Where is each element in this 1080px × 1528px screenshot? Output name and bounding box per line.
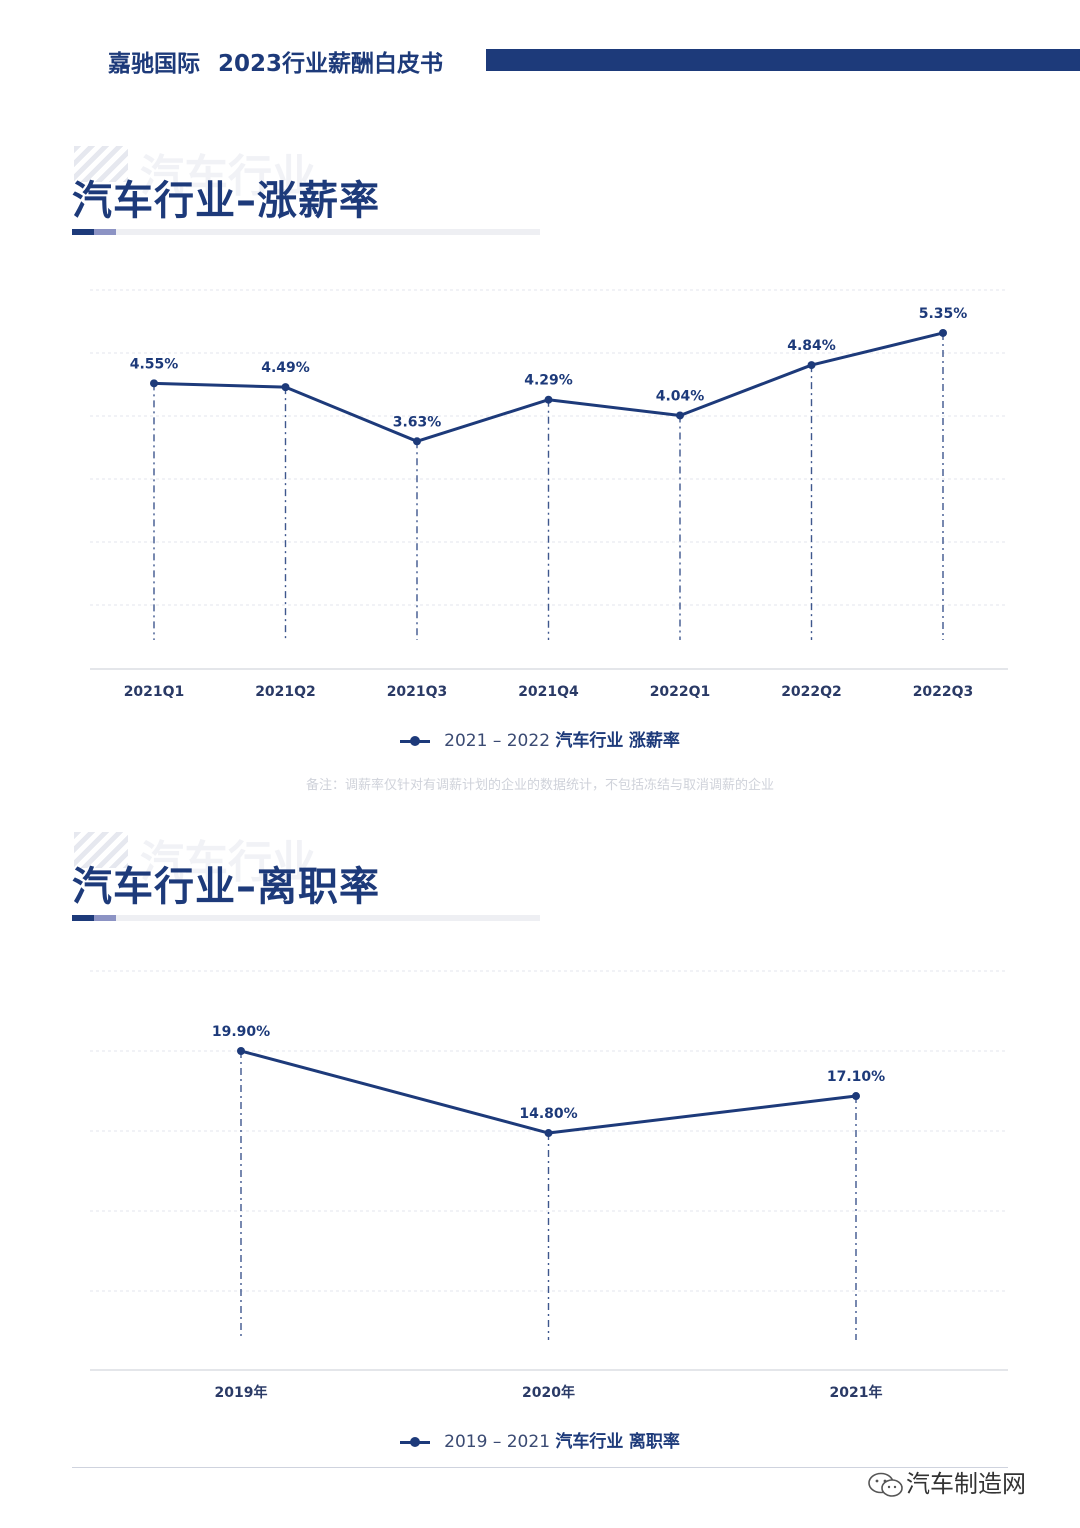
data-label: 4.84% [787, 338, 836, 354]
legend-range: 2019 – 2021 [444, 1432, 551, 1452]
legend-line-marker [400, 736, 431, 746]
data-point [544, 395, 553, 404]
header-brand: 嘉驰国际 [108, 51, 200, 77]
x-tick-label: 2022Q2 [781, 684, 842, 700]
legend-metric: 涨薪率 [628, 731, 680, 751]
data-label: 5.35% [919, 306, 968, 322]
data-point [413, 437, 421, 446]
footer-logo: 汽车制造网 [866, 1464, 1026, 1499]
header-report-title: 2023行业薪酬白皮书 [218, 51, 444, 77]
x-tick-label: 2021Q4 [518, 684, 579, 700]
data-label: 14.80% [519, 1106, 577, 1122]
data-label: 4.29% [524, 373, 573, 389]
data-label: 19.90% [212, 1024, 270, 1040]
x-tick-label: 2020年 [522, 1384, 575, 1401]
data-point [807, 361, 816, 370]
raise-rate-line-chart: 4.55% 4.49% 3.63% 4.29% 4.04% 4.84% 5.35% 2021Q… [90, 289, 1008, 700]
section-title-raise-rate: 汽车行业–涨薪率 [72, 178, 380, 224]
header-title: 嘉驰国际 2023行业薪酬白皮书 [108, 44, 443, 78]
data-label: 4.55% [130, 356, 179, 372]
section-watermark: 汽车行业 [140, 151, 316, 202]
data-point [852, 1092, 860, 1101]
data-point [939, 328, 947, 337]
legend-industry: 汽车行业 [555, 731, 624, 751]
legend-metric: 离职率 [628, 1432, 680, 1452]
raise-rate-legend: 2021 – 2022 汽车行业 涨薪率 [0, 726, 1080, 751]
data-label: 3.63% [393, 414, 442, 430]
data-label: 4.04% [656, 388, 705, 404]
data-point [676, 411, 684, 420]
legend-line-marker [400, 1437, 431, 1447]
data-label: 4.49% [261, 360, 310, 376]
header-bar [486, 49, 1080, 71]
section-title-underline [72, 915, 540, 921]
section-stripes-decoration [74, 146, 128, 182]
data-point [150, 379, 158, 388]
section-title-turnover-rate: 汽车行业–离职率 [72, 864, 380, 910]
x-tick-label: 2019年 [215, 1384, 268, 1401]
chart-footnote: 备注：调薪率仅针对有调薪计划的企业的数据统计，不包括冻结与取消调薪的企业 [305, 778, 774, 793]
data-point [281, 383, 290, 392]
data-point [237, 1047, 245, 1056]
x-tick-label: 2022Q1 [650, 684, 711, 700]
wechat-icon [868, 1472, 903, 1497]
turnover-rate-legend: 2019 – 2021 汽车行业 离职率 [0, 1427, 1080, 1452]
section-watermark: 汽车行业 [140, 837, 316, 888]
x-tick-label: 2021年 [830, 1384, 883, 1401]
legend-range: 2021 – 2022 [444, 731, 551, 751]
legend-industry: 汽车行业 [555, 1432, 624, 1452]
data-label: 17.10% [827, 1069, 885, 1085]
section-title-underline [72, 229, 540, 235]
x-tick-label: 2021Q2 [255, 684, 316, 700]
x-tick-label: 2021Q3 [387, 684, 448, 700]
section-stripes-decoration [74, 832, 128, 868]
x-tick-label: 2021Q1 [124, 684, 185, 700]
x-tick-label: 2022Q3 [913, 684, 974, 700]
data-point [544, 1129, 553, 1138]
footer-divider [72, 1467, 1008, 1468]
footer-logo-text: 汽车制造网 [906, 1470, 1026, 1498]
turnover-rate-line-chart: 19.90% 14.80% 17.10% 2019年 2020年 2021年 [90, 970, 1008, 1401]
